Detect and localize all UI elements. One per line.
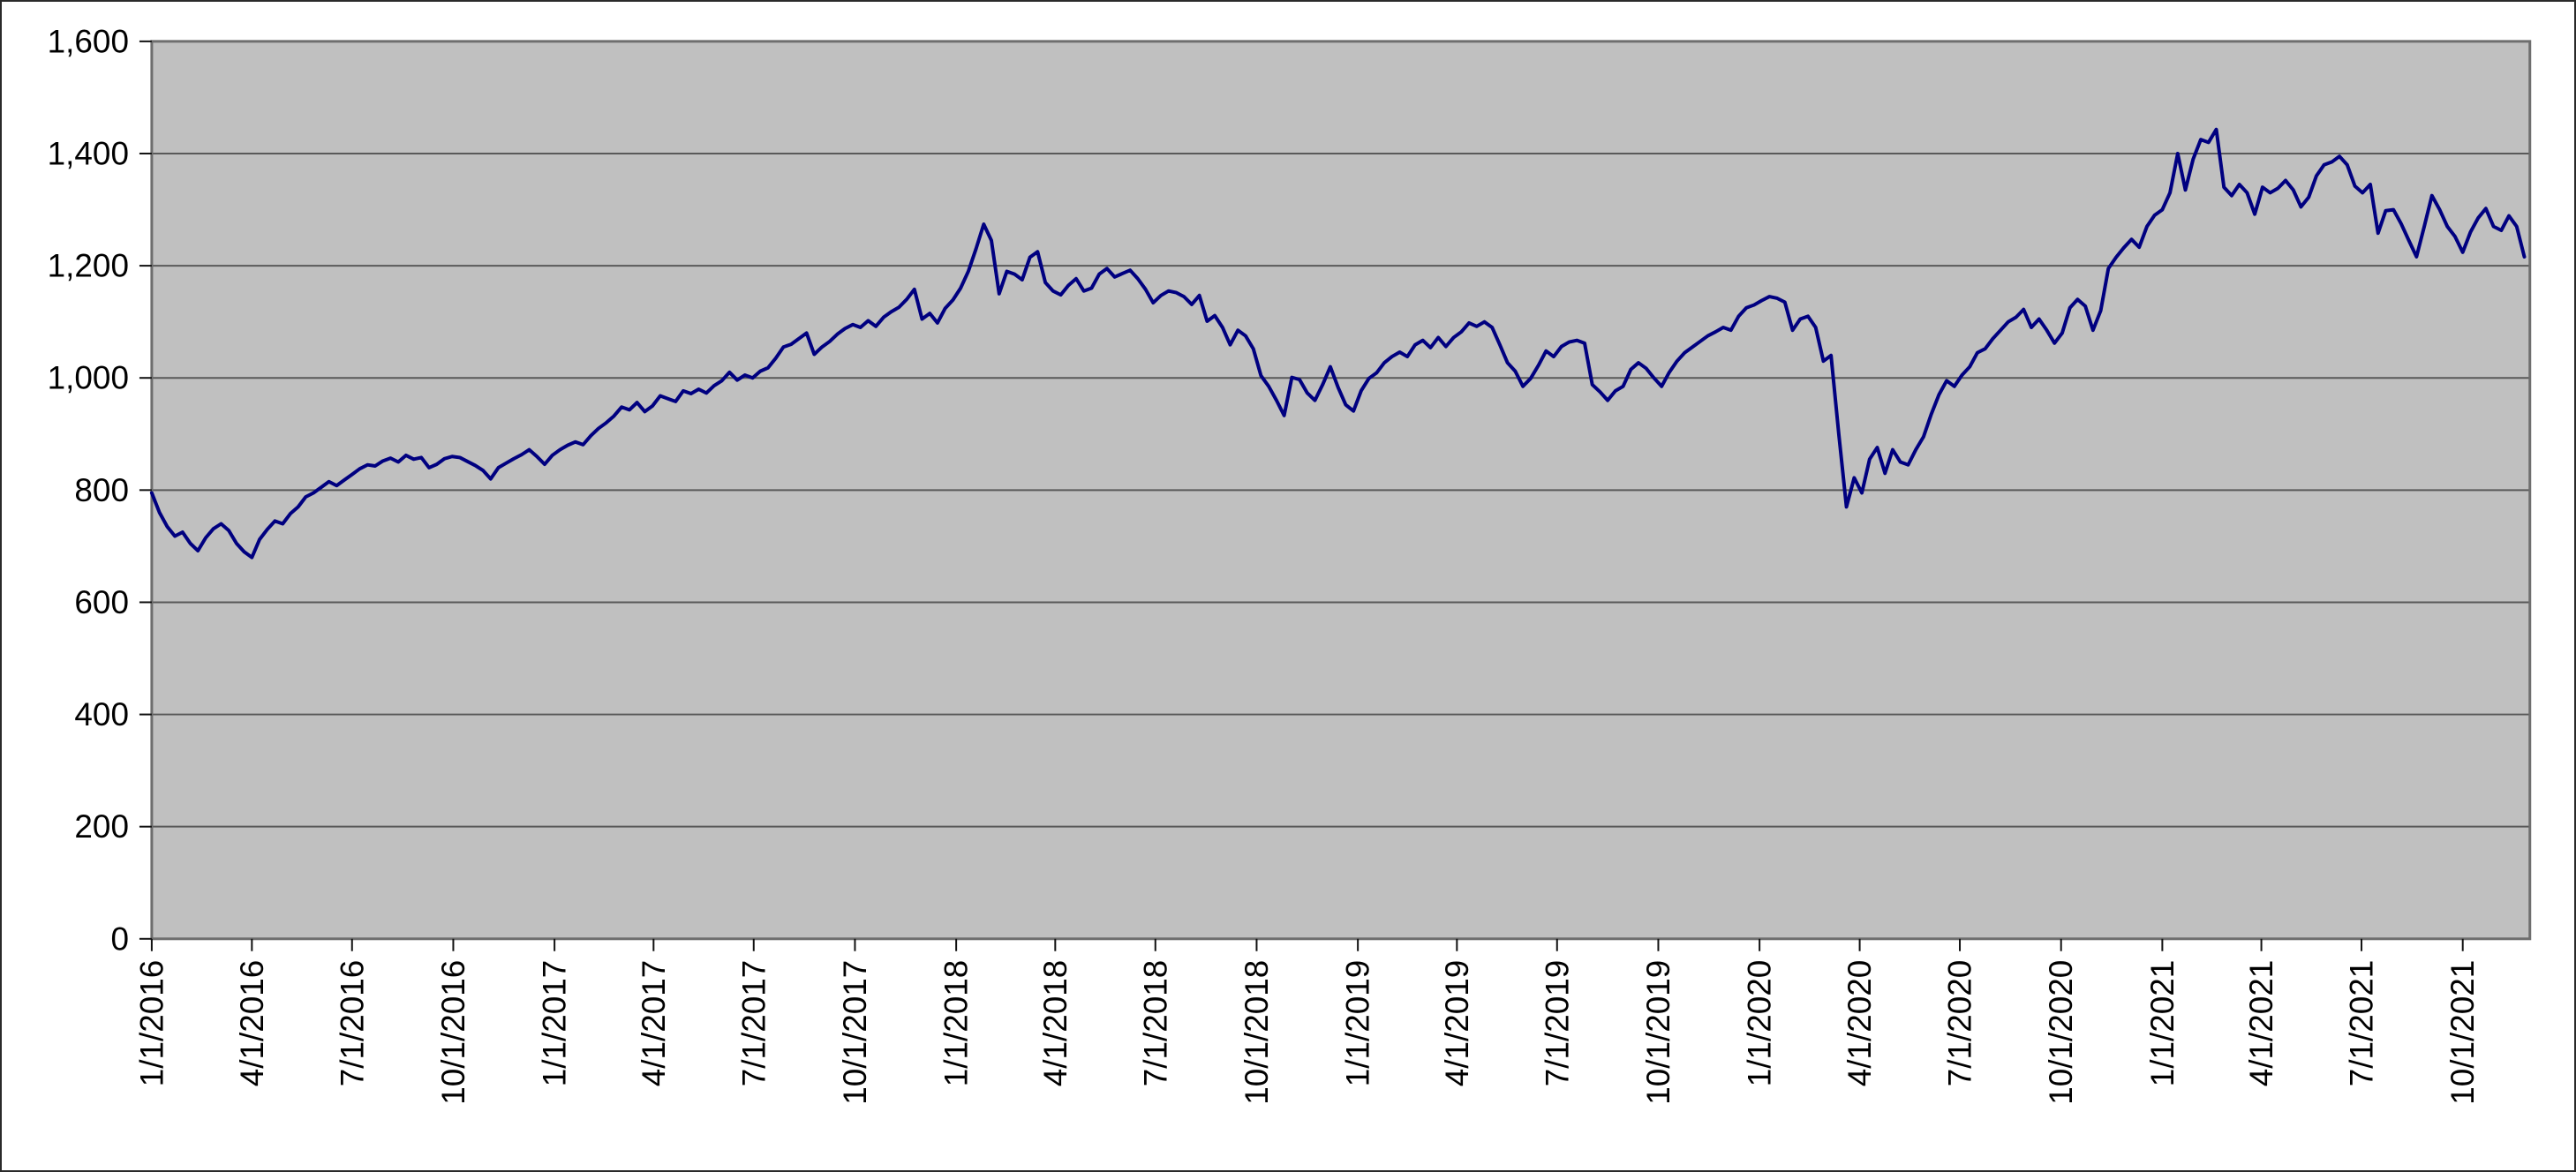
x-axis-label: 1/1/2016	[133, 960, 169, 1087]
x-axis-label: 1/1/2021	[2144, 960, 2181, 1087]
y-axis-label: 1,400	[48, 135, 129, 171]
x-axis-label: 4/1/2018	[1037, 960, 1073, 1087]
y-axis-label: 800	[74, 472, 129, 508]
price-line	[149, 127, 2527, 560]
x-axis-label: 10/1/2018	[1239, 960, 1275, 1105]
x-axis-label: 4/1/2016	[234, 960, 270, 1087]
x-axis-label: 10/1/2021	[2444, 960, 2481, 1105]
x-axis-label: 7/1/2019	[1539, 960, 1575, 1087]
x-axis-label: 4/1/2019	[1439, 960, 1475, 1087]
x-axis-label: 4/1/2017	[636, 960, 672, 1087]
x-axis-label: 1/1/2019	[1340, 960, 1376, 1087]
x-axis-label: 4/1/2020	[1842, 960, 1878, 1087]
x-axis-label: 4/1/2021	[2243, 960, 2279, 1087]
x-axis-label: 7/1/2021	[2344, 960, 2380, 1087]
x-axis-label: 1/1/2020	[1742, 960, 1778, 1087]
y-axis-label: 400	[74, 696, 129, 732]
y-axis-label: 1,200	[48, 248, 129, 284]
x-axis-label: 10/1/2016	[435, 960, 471, 1105]
x-axis-label: 7/1/2016	[334, 960, 370, 1087]
x-axis-label: 7/1/2017	[735, 960, 772, 1087]
y-axis-label: 0	[110, 920, 129, 957]
x-axis-label: 1/1/2018	[938, 960, 975, 1087]
y-axis-label: 200	[74, 808, 129, 845]
x-axis-label: 10/1/2019	[1640, 960, 1676, 1105]
y-axis-label: 1,600	[48, 23, 129, 59]
x-axis-label: 7/1/2020	[1942, 960, 1978, 1087]
y-axis-label: 1,000	[48, 360, 129, 396]
x-axis-label: 7/1/2018	[1137, 960, 1173, 1087]
x-axis-label: 10/1/2017	[837, 960, 873, 1105]
x-axis-label: 1/1/2017	[537, 960, 573, 1087]
x-axis-label: 10/1/2020	[2043, 960, 2079, 1105]
y-axis-label: 600	[74, 584, 129, 620]
